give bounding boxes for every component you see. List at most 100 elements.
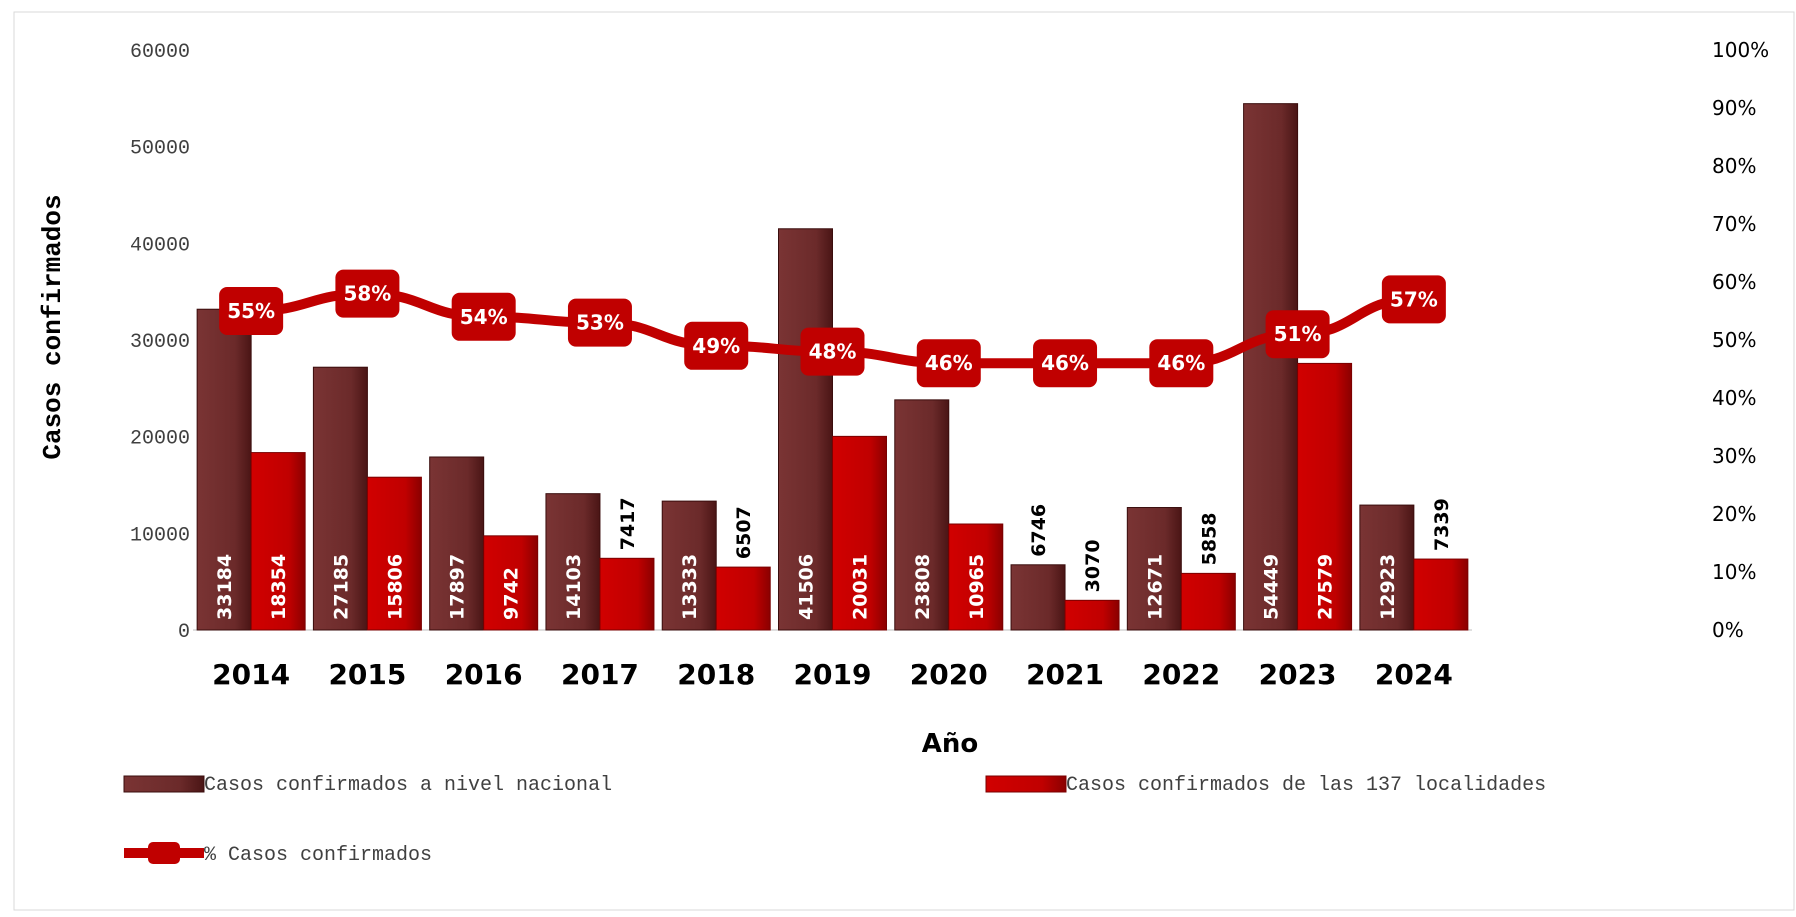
data-label-local: 10965 — [966, 554, 988, 620]
bar-local — [832, 435, 887, 631]
legend-marker-percent — [148, 842, 180, 864]
y-tick-label: 10000 — [130, 524, 190, 547]
data-label-national: 27185 — [330, 554, 352, 620]
y-tick-label: 0 — [178, 621, 190, 644]
legend: Casos confirmados a nivel nacional Casos … — [123, 774, 1546, 867]
percent-marker — [567, 298, 632, 347]
bar-national — [545, 493, 601, 631]
percent-label: 46% — [1041, 351, 1089, 375]
y-axis-title: Casos confirmados — [38, 194, 68, 459]
percent-line: 55% 58% 54% 53% 49% 48% 46% 46% 46% 51% 57% — [219, 269, 1446, 388]
data-label-local: 5858 — [1198, 512, 1220, 565]
y-tick-label: 60000 — [130, 41, 190, 64]
y2-tick-label: 70% — [1712, 212, 1756, 236]
legend-label-percent: % Casos confirmados — [204, 844, 432, 867]
x-tick-label: 2015 — [328, 658, 406, 691]
y2-tick-label: 60% — [1712, 270, 1756, 294]
percent-label: 55% — [227, 299, 275, 323]
data-label-national: 17897 — [447, 554, 469, 620]
y2-tick-label: 10% — [1712, 560, 1756, 584]
percent-marker — [335, 269, 400, 318]
y2-tick-label: 50% — [1712, 328, 1756, 352]
y2-tick-label: 40% — [1712, 386, 1756, 410]
percent-marker — [800, 327, 865, 376]
data-label-local: 27579 — [1315, 554, 1337, 620]
bar-local — [250, 452, 306, 631]
bar-national — [1243, 103, 1299, 631]
bar-national — [778, 228, 833, 631]
y2-tick-label: 90% — [1712, 96, 1756, 120]
x-tick-label: 2020 — [910, 658, 988, 691]
percent-label: 58% — [343, 282, 391, 306]
data-label-local: 6507 — [733, 506, 755, 559]
y-tick-label: 50000 — [130, 138, 190, 161]
x-axis-title: Año — [922, 729, 979, 759]
x-tick-label: 2023 — [1259, 658, 1337, 691]
y-tick-label: 20000 — [130, 428, 190, 451]
percent-marker — [1265, 310, 1330, 359]
x-tick-label: 2022 — [1142, 658, 1220, 691]
percent-marker — [1033, 339, 1098, 388]
y-tick-label: 30000 — [130, 331, 190, 354]
percent-marker — [451, 292, 516, 341]
data-label-local: 3070 — [1082, 539, 1104, 592]
data-label-national: 14103 — [563, 554, 585, 620]
percent-label: 51% — [1274, 322, 1322, 346]
bar-national — [196, 308, 252, 631]
bar-local — [948, 523, 1004, 631]
y-tick-label: 40000 — [130, 234, 190, 257]
percent-label: 46% — [925, 351, 973, 375]
percent-marker — [916, 339, 981, 388]
data-label-national: 54449 — [1261, 554, 1283, 620]
data-label-local: 7339 — [1431, 498, 1453, 551]
percent-label: 57% — [1390, 287, 1438, 311]
percent-label: 49% — [692, 334, 740, 358]
bar-national — [1010, 564, 1066, 631]
y2-tick-label: 30% — [1712, 444, 1756, 468]
percent-marker — [684, 321, 749, 370]
data-label-national: 13333 — [679, 554, 701, 620]
bar-local — [715, 566, 771, 631]
data-label-local: 20031 — [850, 554, 872, 620]
data-label-national: 33184 — [214, 554, 236, 620]
bar-national — [1126, 507, 1182, 631]
data-label-local: 18354 — [268, 554, 290, 620]
percent-label: 54% — [460, 305, 508, 329]
x-tick-label: 2017 — [561, 658, 639, 691]
legend-label-local: Casos confirmados de las 137 localidades — [1066, 774, 1546, 797]
y2-tick-label: 100% — [1712, 38, 1769, 62]
data-label-national: 23808 — [912, 554, 934, 620]
legend-swatch-local — [985, 775, 1067, 793]
x-tick-label: 2018 — [677, 658, 755, 691]
y2-tick-label: 0% — [1712, 618, 1744, 642]
percent-marker — [1149, 339, 1214, 388]
percent-label: 46% — [1157, 351, 1205, 375]
data-label-national: 12671 — [1144, 554, 1166, 620]
y2-tick-label: 80% — [1712, 154, 1756, 178]
bar-local — [599, 557, 655, 631]
y2-tick-label: 20% — [1712, 502, 1756, 526]
bar-national — [894, 399, 950, 631]
legend-swatch-national — [123, 775, 205, 793]
percent-label: 53% — [576, 311, 624, 335]
legend-label-national: Casos confirmados a nivel nacional — [204, 774, 612, 797]
data-label-local: 15806 — [384, 554, 406, 620]
bar-national — [429, 456, 485, 631]
bar-local — [483, 535, 539, 631]
bar-local — [1180, 572, 1236, 631]
data-label-local: 9742 — [501, 567, 523, 620]
x-tick-label: 2014 — [212, 658, 290, 691]
x-tick-label: 2021 — [1026, 658, 1104, 691]
bar-national — [312, 366, 368, 631]
data-label-local: 7417 — [617, 497, 639, 550]
data-label-national: 41506 — [796, 554, 818, 620]
bar-local — [366, 476, 422, 631]
bar-national — [661, 500, 717, 631]
percent-marker — [219, 287, 284, 335]
percent-marker — [1381, 275, 1446, 324]
x-tick-label: 2019 — [794, 658, 872, 691]
bar-local — [1064, 599, 1120, 631]
percent-label: 48% — [809, 340, 857, 364]
